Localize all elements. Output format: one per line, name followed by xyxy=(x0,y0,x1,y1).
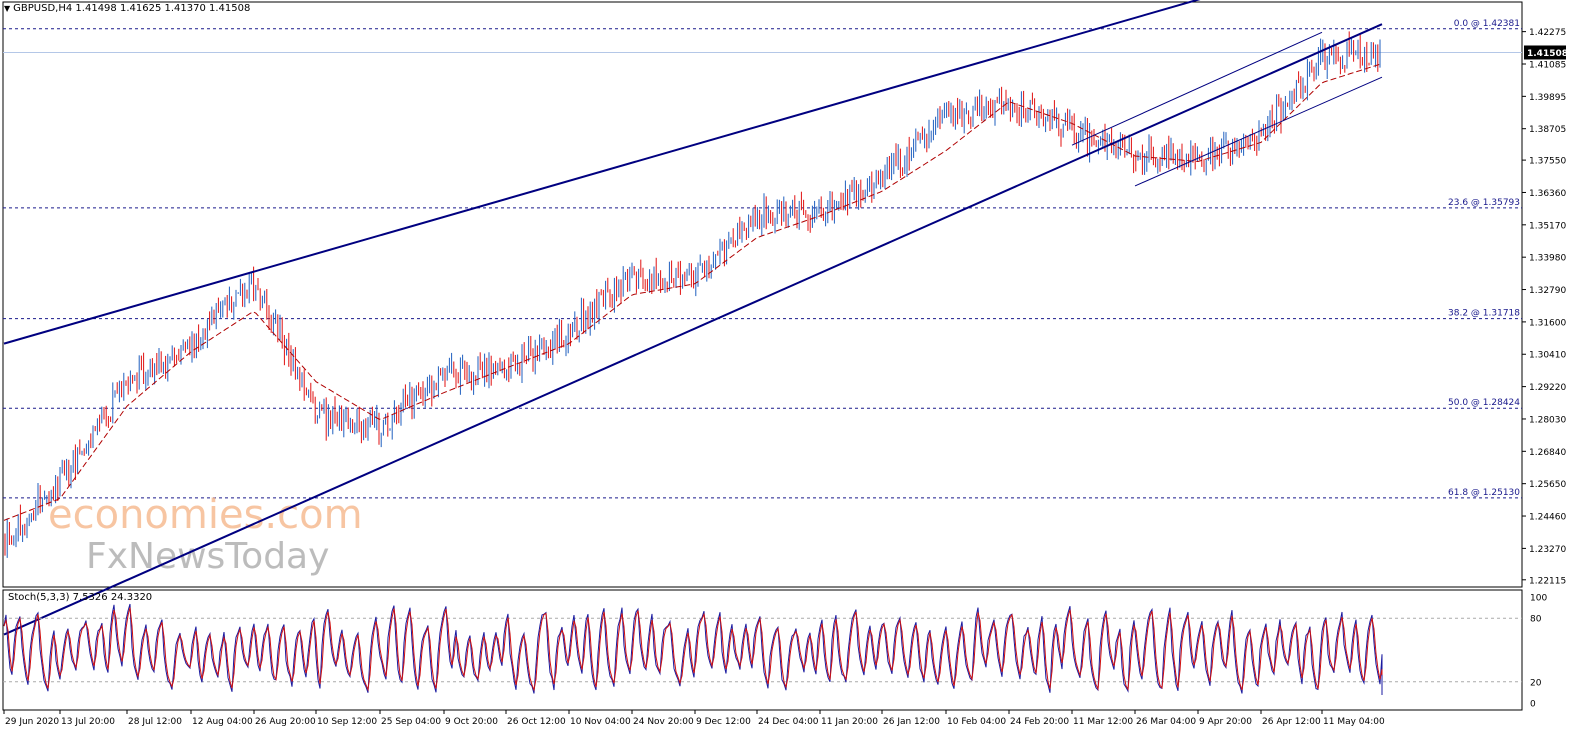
time-tick-label: 24 Feb 20:00 xyxy=(1010,717,1069,727)
fibonacci-levels: 0.0 @ 1.42381 23.6 @ 1.35793 38.2 @ 1.3171… xyxy=(3,19,1522,499)
time-tick-label: 10 Nov 04:00 xyxy=(570,717,631,727)
trend-line-minor-upper xyxy=(1071,31,1323,146)
watermark: economies.com FxNewsToday xyxy=(48,492,363,577)
chart-frames xyxy=(2,1,1523,711)
fib-level-label: 38.2 @ 1.31718 xyxy=(1448,309,1520,319)
stochastic-panel: 100 80 20 0 xyxy=(3,594,1547,710)
price-tick-label: 1.39895 xyxy=(1529,93,1566,103)
main-plot-frame xyxy=(2,1,1523,588)
price-tick-label: 1.37550 xyxy=(1529,157,1566,167)
stoch-tick-label: 0 xyxy=(1530,700,1536,710)
fib-level-label: 0.0 @ 1.42381 xyxy=(1454,19,1520,29)
time-tick-label: 26 Oct 12:00 xyxy=(507,717,566,727)
symbol-label: GBPUSD,H4 xyxy=(13,3,73,14)
symbol-header: ▼ GBPUSD,H4 1.41498 1.41625 1.41370 1.415… xyxy=(4,3,250,14)
price-tick-label: 1.38705 xyxy=(1529,125,1566,135)
time-tick-label: 9 Oct 20:00 xyxy=(445,717,498,727)
trend-line-channel-lower xyxy=(3,23,1383,636)
price-tick-label: 1.32790 xyxy=(1529,286,1566,296)
time-tick-label: 12 Aug 04:00 xyxy=(192,717,253,727)
trend-line-minor-lower xyxy=(1134,76,1383,187)
fib-level-label: 61.8 @ 1.25130 xyxy=(1448,488,1520,498)
price-tick-label: 1.36360 xyxy=(1529,189,1566,199)
current-price-box xyxy=(1524,45,1566,60)
time-tick-label: 26 Mar 04:00 xyxy=(1136,717,1196,727)
time-tick-label: 9 Apr 20:00 xyxy=(1199,717,1252,727)
price-axis: 1.42275 1.41085 1.39895 1.38705 1.37550 1.363… xyxy=(1522,28,1568,586)
price-tick-label: 1.24460 xyxy=(1529,513,1566,523)
time-tick-label: 29 Jun 2020 xyxy=(5,717,59,727)
current-price-label: 1.41508 xyxy=(1527,49,1568,59)
time-tick-label: 26 Aug 20:00 xyxy=(255,717,316,727)
time-tick-label: 11 Mar 12:00 xyxy=(1073,717,1133,727)
time-tick-label: 24 Dec 04:00 xyxy=(758,717,819,727)
price-tick-label: 1.42275 xyxy=(1529,28,1566,38)
price-tick-label: 1.29220 xyxy=(1529,383,1566,393)
stochastic-header: Stoch(5,3,3) 7.5326 24.3320 xyxy=(8,592,153,603)
time-tick-label: 26 Apr 12:00 xyxy=(1262,717,1321,727)
price-tick-label: 1.28030 xyxy=(1529,415,1566,425)
price-candles xyxy=(4,31,1381,558)
time-tick-label: 10 Sep 12:00 xyxy=(317,717,377,727)
watermark-line1: economies.com xyxy=(48,492,363,538)
stoch-signal-line xyxy=(3,607,1383,692)
stoch-tick-label: 80 xyxy=(1530,615,1542,625)
time-tick-label: 13 Jul 20:00 xyxy=(61,717,115,727)
stoch-main-line xyxy=(3,603,1383,695)
time-tick-label: 11 May 04:00 xyxy=(1323,717,1385,727)
price-tick-label: 1.35170 xyxy=(1529,221,1566,231)
time-tick-label: 11 Jan 20:00 xyxy=(821,717,878,727)
time-tick-label: 28 Jul 12:00 xyxy=(128,717,182,727)
stoch-tick-label: 100 xyxy=(1530,594,1547,604)
fib-level-label: 50.0 @ 1.28424 xyxy=(1448,398,1520,408)
stoch-tick-label: 20 xyxy=(1530,678,1542,688)
time-tick-label: 10 Feb 04:00 xyxy=(947,717,1006,727)
time-tick-label: 26 Jan 12:00 xyxy=(883,717,940,727)
price-tick-label: 1.26840 xyxy=(1529,448,1566,458)
price-tick-label: 1.22115 xyxy=(1529,576,1566,586)
watermark-line2: FxNewsToday xyxy=(86,536,329,577)
price-tick-label: 1.31600 xyxy=(1529,318,1566,328)
price-tick-label: 1.30410 xyxy=(1529,351,1566,361)
time-tick-label: 9 Dec 12:00 xyxy=(696,717,751,727)
time-axis: 29 Jun 2020 13 Jul 20:00 28 Jul 12:00 12 Au… xyxy=(3,710,1385,727)
price-tick-label: 1.41085 xyxy=(1529,60,1566,70)
stoch-plot-frame xyxy=(2,589,1523,711)
fib-level-label: 23.6 @ 1.35793 xyxy=(1448,198,1520,208)
caret-down-icon[interactable]: ▼ xyxy=(4,4,11,13)
price-tick-label: 1.25650 xyxy=(1529,480,1566,490)
ohlc-values: 1.41498 1.41625 1.41370 1.41508 xyxy=(75,3,251,14)
price-tick-label: 1.33980 xyxy=(1529,254,1566,264)
time-tick-label: 24 Nov 20:00 xyxy=(633,717,694,727)
moving-average xyxy=(3,63,1382,521)
moving-average-line xyxy=(3,63,1382,521)
trend-line-channel-upper xyxy=(3,0,1201,345)
trend-lines xyxy=(3,0,1383,636)
time-tick-label: 25 Sep 04:00 xyxy=(381,717,441,727)
price-tick-label: 1.23270 xyxy=(1529,545,1566,555)
